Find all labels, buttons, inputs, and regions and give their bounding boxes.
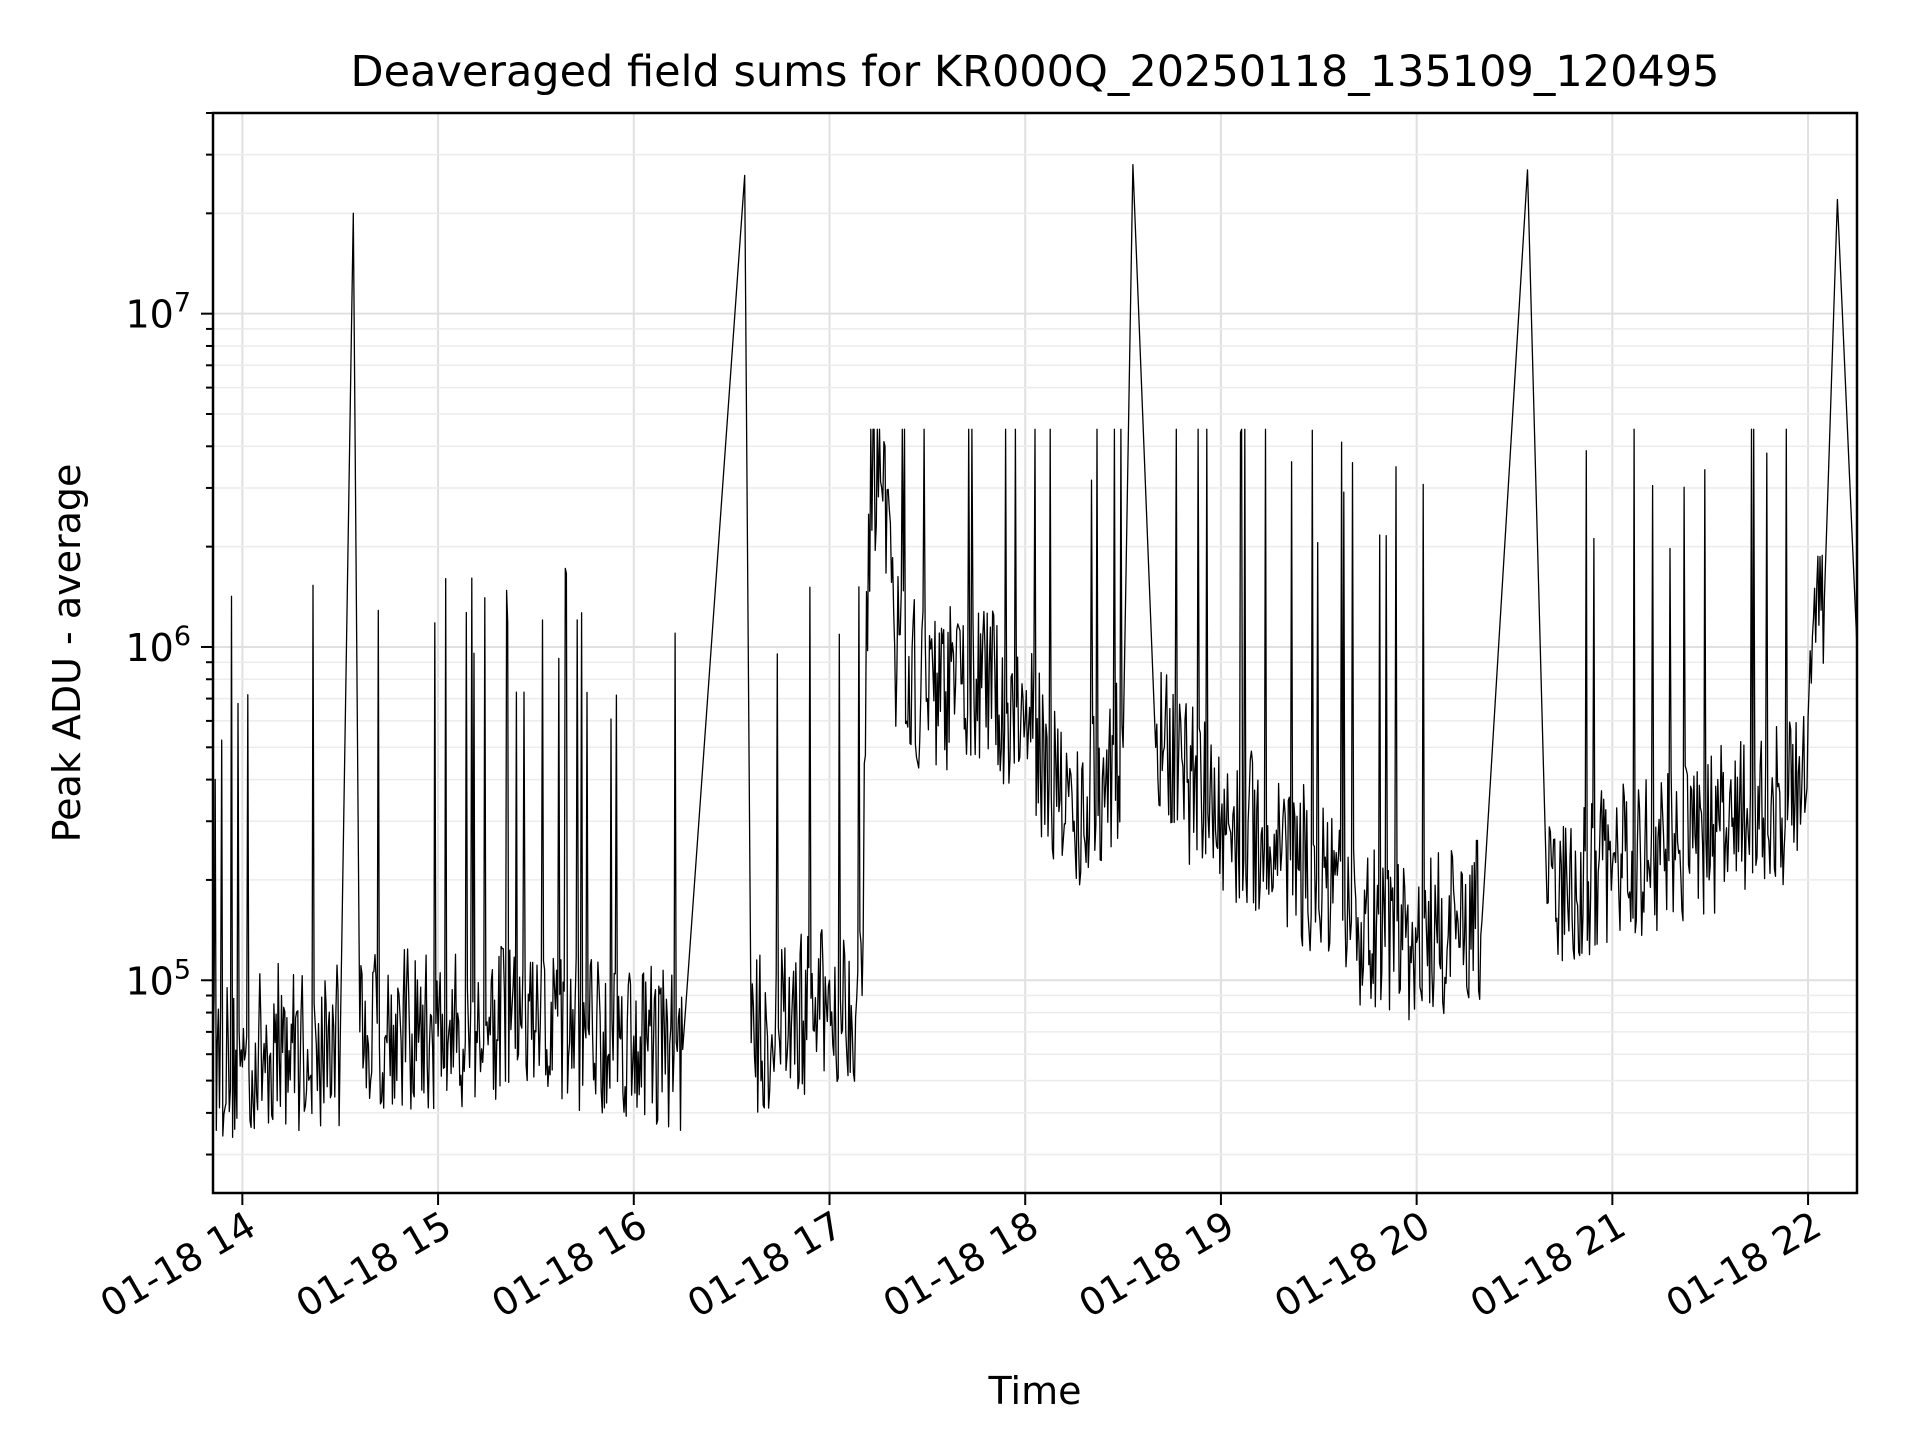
y-tick-base: 10 [125, 959, 173, 1003]
y-tick-label: 106 [125, 621, 191, 670]
series-line [212, 163, 1858, 1138]
series-layer [212, 163, 1858, 1138]
y-tick-exponent: 6 [174, 621, 191, 652]
y-tick-exponent: 7 [174, 288, 191, 319]
chart-title: Deaveraged field sums for KR000Q_2025011… [350, 47, 1719, 97]
x-axis-label: Time [988, 1369, 1082, 1413]
y-tick-label: 105 [125, 954, 191, 1003]
y-tick-base: 10 [125, 293, 173, 337]
y-tick-label: 107 [125, 288, 191, 337]
y-tick-exponent: 5 [174, 954, 191, 985]
plot-frame [211, 111, 1859, 1195]
y-tick-base: 10 [125, 626, 173, 670]
y-axis-label: Peak ADU - average [45, 464, 89, 843]
